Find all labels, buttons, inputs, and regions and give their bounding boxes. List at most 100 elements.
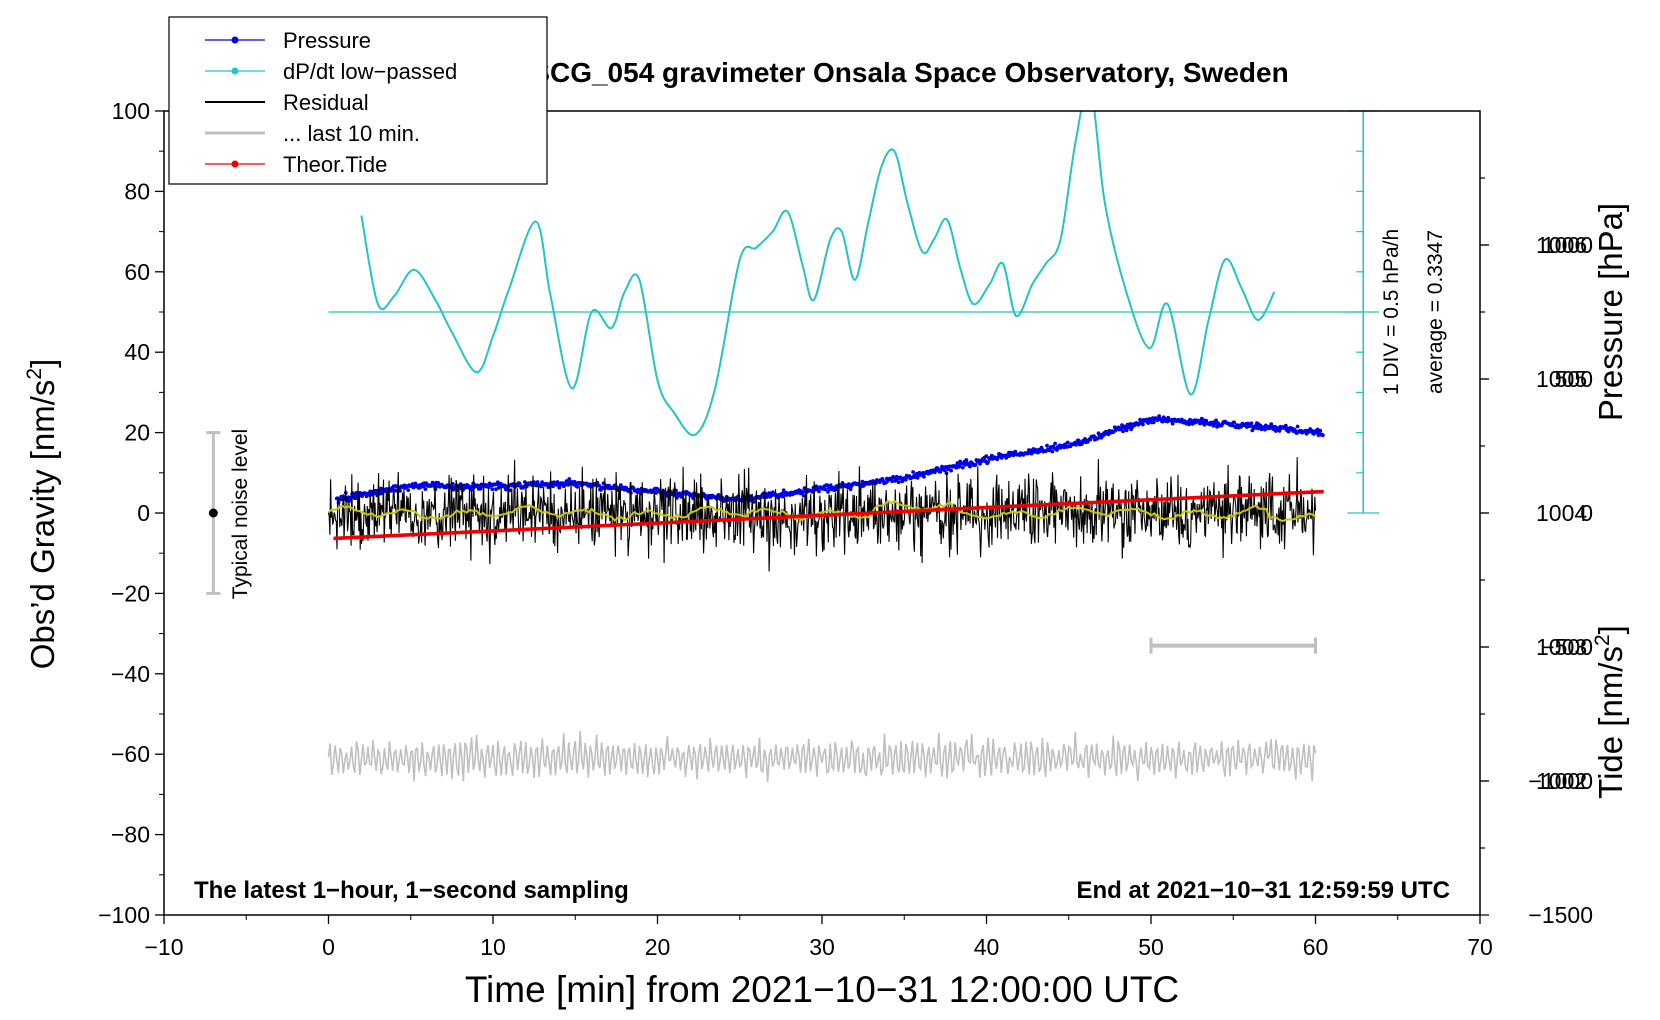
pressure-tick-label: 1003 <box>1536 634 1587 660</box>
pressure-point <box>575 484 580 489</box>
legend-item-pressure: Pressure <box>205 28 371 53</box>
legend-label-dpdt: dP/dt low−passed <box>283 59 457 84</box>
legend-marker-pressure <box>231 36 239 44</box>
pressure-point <box>1095 436 1100 441</box>
pressure-point <box>1141 422 1145 427</box>
pressure-point <box>848 487 853 492</box>
noise-bar-center <box>208 508 218 518</box>
pressure-point <box>597 483 601 488</box>
pressure-point <box>1321 433 1325 438</box>
pressure-point <box>1283 423 1288 428</box>
pressure-point <box>1092 434 1096 438</box>
pressure-point <box>922 474 926 479</box>
pressure-point <box>823 487 828 492</box>
pressure-point <box>573 481 578 485</box>
pressure-point <box>546 485 551 490</box>
pressure-point <box>436 480 440 485</box>
pressure-point <box>1065 440 1070 445</box>
pressure-point <box>1128 422 1133 426</box>
pressure-point <box>469 488 474 492</box>
x-tick-label: 40 <box>974 934 1000 960</box>
y-tick-label: 40 <box>124 339 150 365</box>
y-axis-label-left: Obs’d Gravity [nm/s2] <box>23 359 61 670</box>
tide-tick-label: −500 <box>1541 634 1593 660</box>
pressure-point <box>817 489 821 494</box>
pressure-point <box>1124 428 1129 433</box>
y-tick-label: 0 <box>137 500 150 526</box>
pressure-point <box>903 477 908 482</box>
pressure-point <box>915 476 920 480</box>
pressure-point <box>535 480 540 484</box>
y-tick-label: −60 <box>111 741 150 767</box>
pressure-point <box>911 470 915 474</box>
pressure-point <box>1214 418 1218 423</box>
y-label-left-main: Obs’d Gravity [nm/s <box>24 380 61 670</box>
y-tick-label: −100 <box>98 902 150 928</box>
y-tick-label: 100 <box>112 98 150 124</box>
legend-label-pressure: Pressure <box>283 28 371 53</box>
legend: Pressure dP/dt low−passed Residual ... l… <box>168 16 548 185</box>
pressure-point <box>352 496 357 501</box>
pressure-point <box>654 491 658 495</box>
tide-line <box>333 489 1324 541</box>
pressure-point <box>826 490 830 494</box>
x-tick-label: 20 <box>645 934 671 960</box>
x-tick-label: 0 <box>322 934 335 960</box>
pressure-point <box>1157 414 1161 418</box>
y-tick-label: −40 <box>111 661 150 687</box>
pressure-point <box>1213 421 1218 426</box>
pressure-point <box>1053 441 1057 446</box>
residual-mean-line <box>327 499 1316 523</box>
pressure-point <box>539 484 544 489</box>
y-label-tide-sup: 2 <box>1591 634 1614 646</box>
x-tick-label: 70 <box>1467 934 1493 960</box>
average-note: average = 0.3347 <box>1424 230 1447 394</box>
pressure-tick-label: 1004 <box>1536 500 1587 526</box>
x-axis-label: Time [min] from 2021−10−31 12:00:00 UTC <box>465 969 1179 1010</box>
noise-level-label: Typical noise level <box>229 429 252 599</box>
legend-marker-tide <box>231 160 239 168</box>
pressure-point <box>1050 449 1055 454</box>
pressure-point <box>802 486 807 491</box>
pressure-point <box>968 464 972 469</box>
tide-tick-label: −1000 <box>1528 768 1593 794</box>
y-tick-label: −20 <box>111 580 150 606</box>
tide-tick-label: 0 <box>1580 500 1593 526</box>
pressure-point <box>1170 421 1175 426</box>
legend-item-dpdt: dP/dt low−passed <box>205 59 457 84</box>
legend-label-tide: Theor.Tide <box>283 152 387 177</box>
legend-box <box>168 16 548 185</box>
legend-label-residual: Residual <box>283 90 369 115</box>
pressure-point <box>960 465 965 470</box>
chart-title: SCG_054 gravimeter Onsala Space Observat… <box>531 57 1288 88</box>
scale-div-note: 1 DIV = 0.5 hPa/h <box>1380 229 1403 395</box>
pressure-point <box>964 458 969 462</box>
footer-left-note: The latest 1−hour, 1−second sampling <box>194 877 629 904</box>
pressure-point <box>566 482 571 487</box>
pressure-point <box>1121 429 1125 434</box>
x-tick-label: 10 <box>480 934 506 960</box>
y-label-left-close: ] <box>24 359 61 368</box>
legend-marker-dpdt <box>231 67 239 75</box>
y-axis-label-tide: Tide [nm/s2] <box>1591 625 1629 799</box>
pressure-point <box>486 485 491 490</box>
plot-frame <box>163 110 1481 916</box>
pressure-point <box>1151 420 1156 425</box>
tide-tick-label: 1000 <box>1542 232 1593 258</box>
legend-label-last10: ... last 10 min. <box>283 121 420 146</box>
x-tick-label: 60 <box>1303 934 1329 960</box>
pressure-tick-label: 1006 <box>1536 232 1587 258</box>
pressure-point <box>942 468 947 473</box>
y-tick-label: 60 <box>124 259 150 285</box>
pressure-point <box>421 484 426 488</box>
pressure-point <box>896 480 901 485</box>
pressure-point <box>984 454 989 458</box>
pressure-point <box>1045 443 1049 448</box>
pressure-point <box>398 489 402 493</box>
pressure-point <box>957 464 962 469</box>
pressure-point <box>973 463 978 467</box>
tide-tick-label: −1500 <box>1528 902 1593 928</box>
y-tick-label: 80 <box>124 178 150 204</box>
pressure-point <box>1008 453 1012 458</box>
